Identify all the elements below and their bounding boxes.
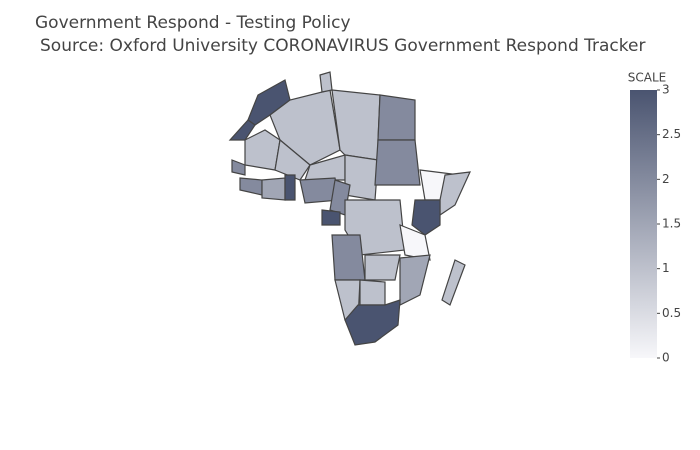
region (399, 224, 431, 261)
region (377, 94, 416, 141)
chart-subtitle: Source: Oxford University CORONAVIRUS Go… (40, 36, 645, 56)
colorbar (630, 90, 657, 358)
region (231, 159, 246, 176)
colorbar-tick-label: 1 (662, 261, 670, 275)
region (439, 171, 471, 217)
region (228, 119, 256, 141)
region (374, 139, 421, 186)
colorbar-tick-label: 1.5 (662, 217, 681, 231)
region (359, 279, 386, 306)
region (399, 254, 431, 306)
region (244, 129, 281, 171)
region (284, 174, 296, 201)
region (344, 154, 379, 201)
colorbar-tick-label: 2.5 (662, 127, 681, 141)
map (228, 71, 471, 346)
colorbar-tick-label: 3 (662, 83, 670, 97)
region (321, 209, 341, 226)
region (441, 259, 466, 306)
colorbar-tick-label: 0 (662, 351, 670, 365)
region (344, 299, 401, 346)
region (331, 234, 366, 281)
region (411, 199, 441, 236)
colorbar-tick-label: 2 (662, 172, 670, 186)
chart-title: Government Respond - Testing Policy (35, 13, 351, 33)
colorbar-tick-label: 0.5 (662, 306, 681, 320)
colorbar-title: SCALE (628, 71, 666, 85)
region (319, 71, 333, 93)
region (364, 254, 401, 281)
region (261, 177, 286, 201)
region (239, 177, 263, 196)
